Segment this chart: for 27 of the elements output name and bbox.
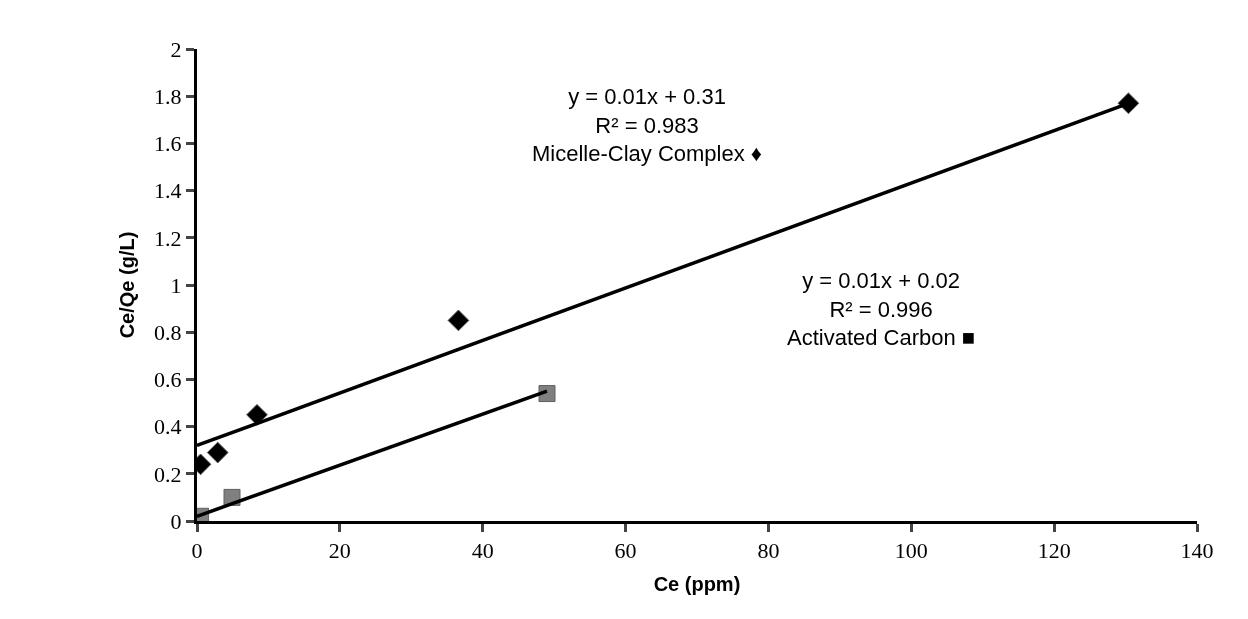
y-tick-label: 0.2 bbox=[154, 461, 182, 487]
y-tick-label: 0 bbox=[170, 508, 182, 534]
y-tick-label: 1.8 bbox=[154, 83, 182, 109]
x-tick-label: 60 bbox=[614, 538, 637, 564]
y-tick-label: 1.6 bbox=[154, 131, 182, 157]
y-tick-label: 0.6 bbox=[154, 367, 182, 393]
x-axis-title: Ce (ppm) bbox=[653, 572, 741, 595]
y-tick-label: 0.8 bbox=[154, 319, 182, 345]
x-tick-label: 100 bbox=[894, 538, 928, 564]
annotation: y = 0.01x + 0.02 R² = 0.996 Activated Carbon ■ bbox=[787, 268, 976, 351]
x-tick-label: 0 bbox=[191, 538, 203, 564]
y-tick-label: 1.4 bbox=[154, 178, 182, 204]
y-tick-label: 2 bbox=[170, 36, 182, 62]
x-tick-label: 120 bbox=[1037, 538, 1071, 564]
annotation: y = 0.01x + 0.31 R² = 0.983 Micelle-Clay Complex ♦ bbox=[532, 84, 763, 167]
x-tick-label: 20 bbox=[328, 538, 351, 564]
y-tick-label: 0.4 bbox=[154, 414, 182, 440]
x-tick-label: 140 bbox=[1180, 538, 1214, 564]
y-axis-title: Ce/Qe (g/L) bbox=[115, 231, 138, 339]
point bbox=[447, 309, 470, 332]
point bbox=[206, 441, 229, 464]
point bbox=[246, 403, 268, 426]
x-tick-label: 80 bbox=[757, 538, 780, 564]
x-tick-label: 40 bbox=[471, 538, 494, 564]
y-tick-label: 1.2 bbox=[154, 225, 182, 251]
point bbox=[1117, 92, 1140, 115]
y-tick-label: 1 bbox=[170, 272, 182, 298]
